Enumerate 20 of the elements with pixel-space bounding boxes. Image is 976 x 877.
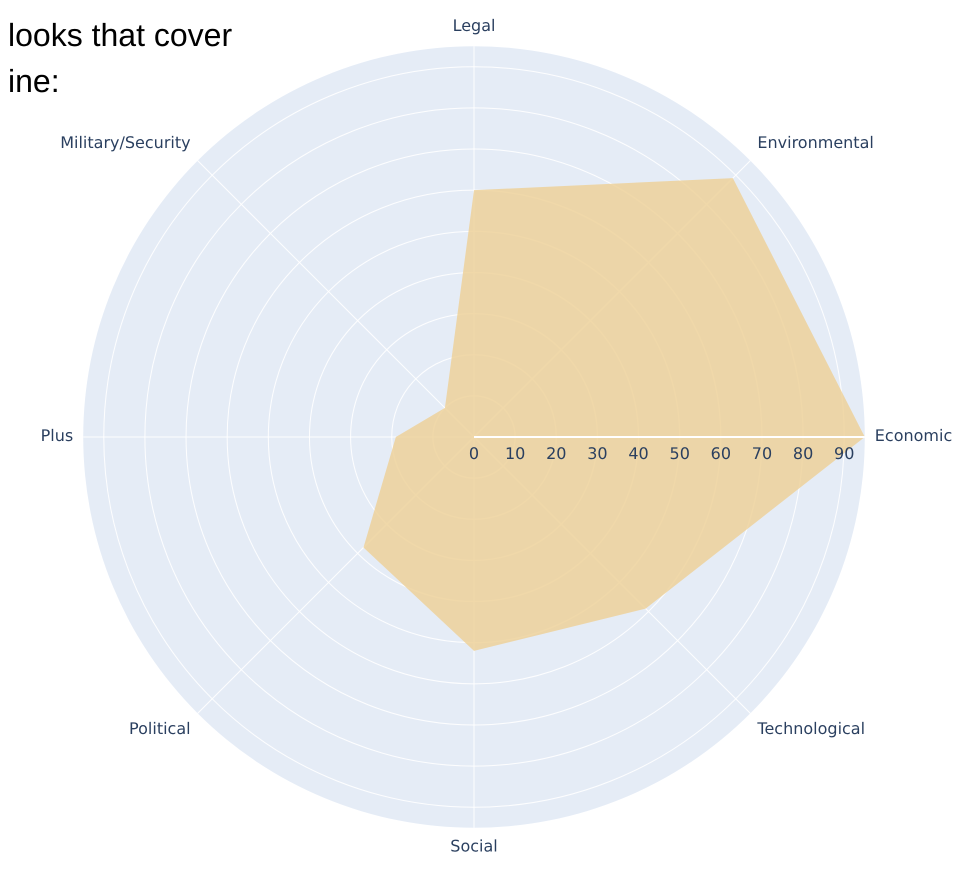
spoke-label: Social (450, 836, 498, 856)
y-tick-label: 40 (628, 444, 649, 464)
text: looks that cover (8, 16, 232, 55)
spoke-label: Military/Security (60, 133, 191, 152)
y-tick-label: 90 (834, 444, 854, 464)
y-tick-label: 50 (670, 444, 690, 464)
spoke-label: Political (129, 719, 191, 738)
y-tick-label: 30 (587, 444, 608, 464)
spoke-label: Environmental (757, 133, 874, 152)
y-tick-label: 0 (468, 444, 480, 464)
spoke-label: Technological (756, 719, 866, 738)
spoke-label: Plus (40, 426, 74, 446)
y-tick-label: 20 (546, 444, 566, 464)
y-tick-label: 10 (504, 444, 526, 464)
y-tick-label: 70 (752, 444, 772, 464)
text: ine: (8, 62, 61, 101)
y-tick-label: 60 (710, 444, 731, 464)
y-tick-label: 80 (792, 444, 814, 464)
spoke-label: Economic (874, 426, 952, 446)
spoke-label: Legal (452, 16, 496, 35)
